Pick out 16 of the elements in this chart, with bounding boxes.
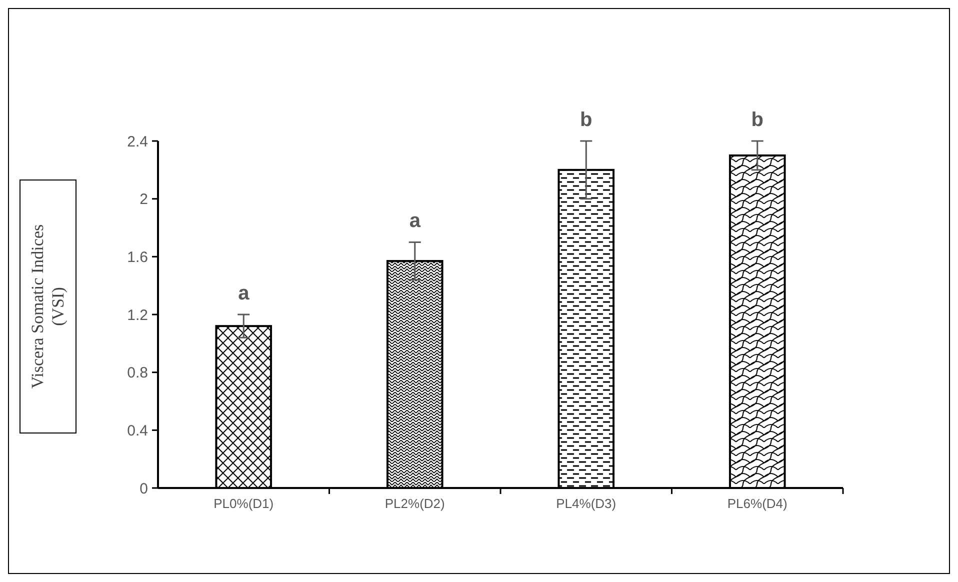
y-tick-label: 0.8	[127, 364, 148, 382]
annotation: a	[238, 282, 250, 304]
x-tick-label: PL6%(D4)	[727, 496, 788, 511]
x-tick-label: PL0%(D1)	[214, 496, 274, 511]
text: b	[751, 109, 764, 131]
text: b	[580, 109, 592, 131]
y-tick-label: 0	[140, 480, 148, 498]
y-axis-title: Viscera Somatic Indices (VSI)	[28, 224, 68, 389]
x-tick-label: PL4%(D3)	[556, 496, 616, 511]
y-tick-label: 1.6	[127, 248, 148, 266]
annotation: a	[409, 210, 422, 232]
y-tick-label: 1.2	[127, 306, 148, 324]
y-tick-label: 2.4	[127, 133, 148, 150]
y-tick-label: 2	[140, 191, 148, 208]
y-tick-label: 0.4	[127, 422, 148, 440]
x-tick-label: PL2%(D2)	[384, 496, 445, 511]
